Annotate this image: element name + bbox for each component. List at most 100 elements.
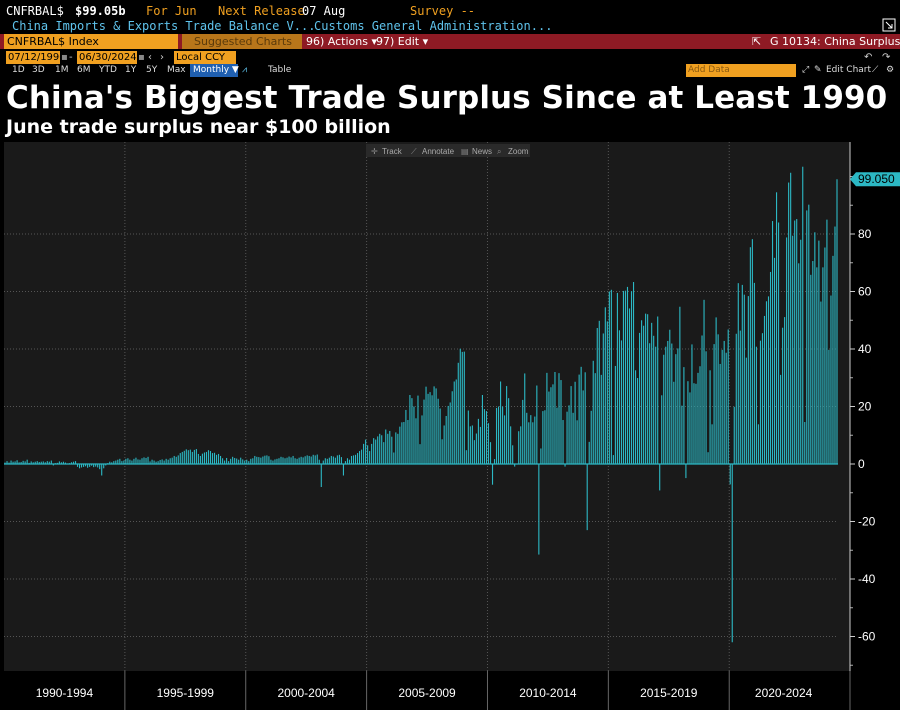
bar (42, 461, 44, 464)
end-date-input[interactable]: 06/30/2024 (77, 51, 137, 64)
bar (171, 457, 173, 464)
bar (830, 295, 832, 464)
bar (487, 423, 490, 464)
table-button[interactable]: Table (268, 65, 292, 75)
bar (411, 398, 413, 464)
range-5y[interactable]: 5Y (146, 65, 158, 75)
bar (498, 406, 500, 464)
bar (72, 461, 75, 464)
bar (22, 460, 24, 464)
currency-select[interactable]: Local CCY (174, 51, 236, 64)
bar (322, 460, 324, 464)
bar (48, 461, 50, 464)
bar (836, 179, 838, 465)
bar (262, 456, 264, 464)
zoom-icon[interactable]: ⌕ (497, 147, 501, 156)
range-3d[interactable]: 3D (32, 65, 45, 75)
suggested-charts-button[interactable]: Suggested Charts (182, 34, 302, 49)
bar (582, 390, 584, 464)
bar (685, 464, 687, 479)
bar (822, 267, 824, 464)
bar (272, 460, 274, 464)
calendar-icon[interactable]: ▪ (138, 52, 145, 63)
redo-icon[interactable]: ↷ (882, 52, 891, 63)
frequency-select[interactable]: Monthly ▼ (190, 64, 239, 77)
bar (703, 299, 705, 464)
bar (83, 464, 85, 467)
bar (622, 290, 625, 464)
bar (187, 450, 189, 464)
bar (127, 458, 129, 464)
bar (177, 455, 179, 465)
bar (387, 433, 389, 464)
bar (64, 462, 66, 464)
bar (405, 409, 407, 464)
bar (58, 461, 60, 464)
bar (431, 395, 433, 464)
expand-icon[interactable]: ⤢ (802, 65, 810, 75)
tool-annotate[interactable]: Annotate (422, 147, 455, 156)
security-description-row: China Imports & Exports Trade Balance V.… (0, 18, 900, 33)
bar (346, 458, 349, 464)
range-max[interactable]: Max (167, 65, 186, 75)
bar (308, 455, 310, 464)
draw-icon[interactable]: ⟋ (872, 65, 879, 75)
bar (800, 239, 802, 464)
security-field[interactable]: CNFRBAL$ Index (4, 34, 178, 49)
bar (119, 458, 121, 464)
bar (306, 455, 308, 465)
bar (675, 354, 677, 464)
last-value-label: 99.050 (858, 172, 895, 186)
bar (449, 402, 451, 464)
range-1y[interactable]: 1Y (125, 65, 137, 75)
tool-zoom[interactable]: Zoom (508, 147, 529, 156)
news-icon[interactable]: ▤ (461, 147, 469, 156)
bar (369, 451, 371, 464)
settings-icon[interactable]: ⚙ (886, 65, 895, 75)
bar (117, 459, 119, 464)
popout-icon[interactable] (882, 18, 896, 32)
bar (137, 459, 139, 464)
bar (455, 379, 457, 464)
range-6m[interactable]: 6M (77, 65, 91, 75)
actions-menu[interactable]: 96) Actions ▾ (306, 35, 377, 48)
bar (348, 459, 351, 464)
edit-chart-button[interactable]: Edit Chart (826, 65, 872, 75)
bar (302, 457, 304, 464)
line-chart-icon[interactable]: ⩘ (242, 65, 248, 75)
bar (175, 456, 177, 464)
bar (359, 451, 361, 464)
tool-news[interactable]: News (472, 147, 492, 156)
bar (743, 294, 745, 464)
bar (802, 166, 804, 464)
range-ytd[interactable]: YTD (99, 65, 117, 75)
prev-period-button[interactable]: ‹ (148, 52, 152, 63)
bar (778, 222, 780, 464)
next-period-button[interactable]: › (160, 52, 164, 63)
bar (524, 373, 526, 464)
tool-track[interactable]: Track (382, 147, 403, 156)
bar (453, 381, 455, 464)
export-icon[interactable]: ⇱ (752, 35, 762, 48)
track-icon[interactable]: ✛ (371, 147, 378, 156)
tools-background (366, 144, 530, 157)
bar (481, 395, 483, 464)
bar (161, 459, 163, 464)
add-data-input[interactable]: Add Data (686, 64, 796, 77)
bar (95, 464, 97, 467)
edit-menu[interactable]: 97) Edit ▾ (376, 35, 429, 48)
pencil-icon[interactable]: ✎ (814, 65, 822, 75)
bar (649, 343, 651, 464)
bar (111, 462, 113, 464)
bar (332, 456, 334, 464)
bar (391, 436, 393, 464)
undo-icon[interactable]: ↶ (864, 52, 873, 63)
start-date-input[interactable]: 07/12/1990 (6, 51, 66, 64)
bar (296, 458, 298, 464)
bar (244, 460, 246, 464)
range-1d[interactable]: 1D (12, 65, 25, 75)
bar (550, 387, 552, 464)
annotate-icon[interactable]: ⟋ (411, 147, 417, 156)
calendar-icon[interactable]: ▪ (61, 52, 68, 63)
range-1m[interactable]: 1M (55, 65, 69, 75)
